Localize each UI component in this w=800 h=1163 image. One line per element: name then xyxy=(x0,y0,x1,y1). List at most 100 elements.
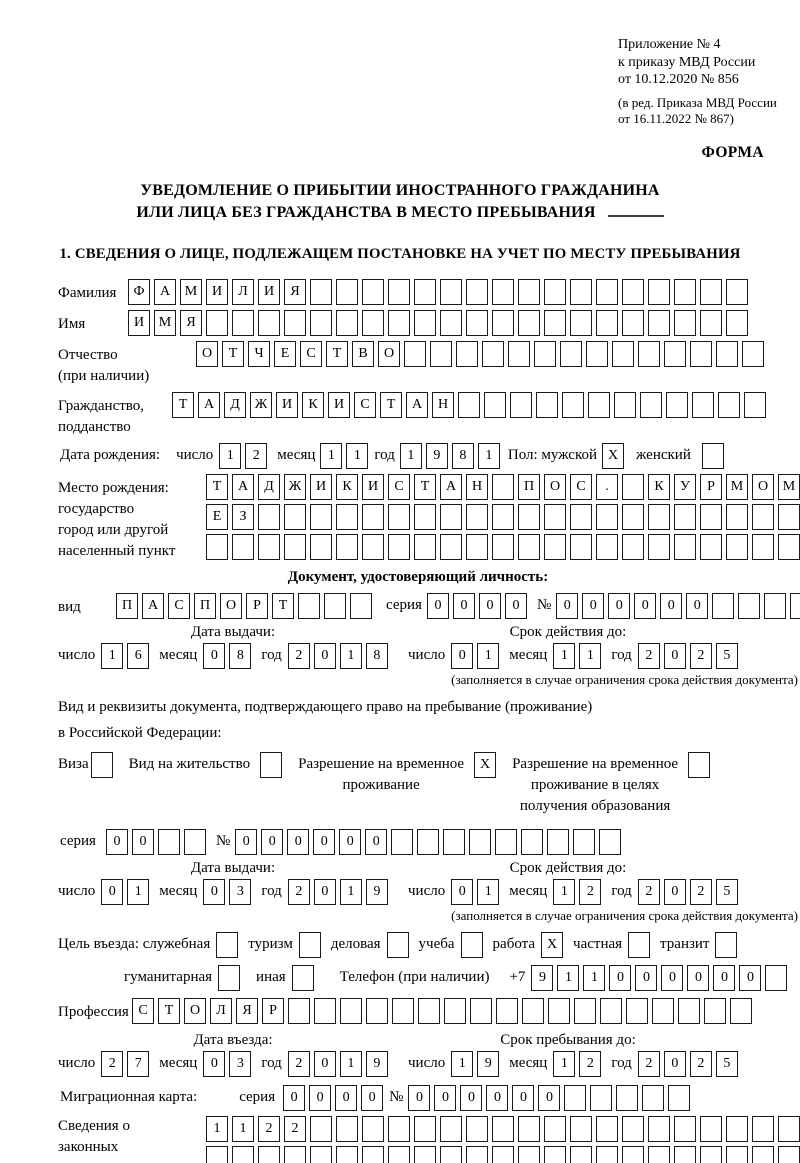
checkbox-cell[interactable]: X xyxy=(474,751,497,778)
char-cell[interactable]: У xyxy=(674,473,696,500)
char-cell[interactable]: 0 xyxy=(460,1084,483,1111)
char-cell[interactable] xyxy=(778,503,800,530)
char-cell[interactable]: 6 xyxy=(127,642,150,669)
char-cell[interactable] xyxy=(544,278,566,305)
char-cell[interactable]: 1 xyxy=(553,642,576,669)
char-cell[interactable]: 9 xyxy=(531,964,554,991)
char-cell[interactable] xyxy=(362,278,384,305)
char-cell[interactable] xyxy=(544,503,566,530)
char-cell[interactable]: 2 xyxy=(689,878,712,905)
char-cell[interactable] xyxy=(470,997,492,1024)
char-cell[interactable]: Ч xyxy=(248,340,270,367)
char-cell[interactable] xyxy=(752,1115,774,1142)
char-cell[interactable]: А xyxy=(198,391,220,418)
char-cell[interactable]: 8 xyxy=(229,642,252,669)
char-cell[interactable]: 1 xyxy=(101,642,124,669)
char-cell[interactable] xyxy=(440,503,462,530)
char-cell[interactable] xyxy=(492,533,514,560)
char-cell[interactable]: П xyxy=(194,592,216,619)
char-cell[interactable]: Ж xyxy=(250,391,272,418)
char-cell[interactable]: . xyxy=(596,473,618,500)
char-cell[interactable]: О xyxy=(196,340,218,367)
char-cell[interactable] xyxy=(492,1145,514,1163)
char-cell[interactable]: 5 xyxy=(715,878,738,905)
char-cell[interactable]: 0 xyxy=(608,592,631,619)
char-cell[interactable]: Т xyxy=(172,391,194,418)
char-cell[interactable]: 8 xyxy=(451,442,474,469)
char-cell[interactable] xyxy=(232,309,254,336)
char-cell[interactable]: 0 xyxy=(287,828,310,855)
char-cell[interactable] xyxy=(440,278,462,305)
char-cell[interactable] xyxy=(726,309,748,336)
char-cell[interactable]: 1 xyxy=(339,642,362,669)
char-cell[interactable]: И xyxy=(276,391,298,418)
char-cell[interactable]: 1 xyxy=(477,878,500,905)
char-cell[interactable]: Ф xyxy=(128,278,150,305)
char-cell[interactable] xyxy=(362,503,384,530)
char-cell[interactable] xyxy=(336,1145,358,1163)
char-cell[interactable] xyxy=(414,533,436,560)
char-cell[interactable]: 9 xyxy=(365,1050,388,1077)
char-cell[interactable] xyxy=(612,340,634,367)
char-cell[interactable]: 0 xyxy=(452,592,475,619)
char-cell[interactable]: 0 xyxy=(512,1084,535,1111)
char-cell[interactable]: 0 xyxy=(486,1084,509,1111)
char-cell[interactable]: З xyxy=(232,503,254,530)
char-cell[interactable] xyxy=(440,1115,462,1142)
char-cell[interactable] xyxy=(692,391,714,418)
char-cell[interactable] xyxy=(232,533,254,560)
char-cell[interactable] xyxy=(778,533,800,560)
checkbox-cell[interactable]: X xyxy=(541,931,564,958)
char-cell[interactable] xyxy=(310,533,332,560)
char-cell[interactable] xyxy=(674,503,696,530)
char-cell[interactable]: М xyxy=(778,473,800,500)
char-cell[interactable] xyxy=(573,828,596,855)
char-cell[interactable] xyxy=(599,828,622,855)
char-cell[interactable] xyxy=(726,533,748,560)
char-cell[interactable] xyxy=(206,1145,228,1163)
char-cell[interactable] xyxy=(183,828,206,855)
char-cell[interactable]: 1 xyxy=(583,964,606,991)
char-cell[interactable]: 2 xyxy=(258,1115,280,1142)
char-cell[interactable]: Е xyxy=(206,503,228,530)
char-cell[interactable]: 0 xyxy=(686,592,709,619)
char-cell[interactable]: О xyxy=(544,473,566,500)
checkbox-cell[interactable] xyxy=(260,751,283,778)
char-cell[interactable] xyxy=(648,1115,670,1142)
char-cell[interactable]: П xyxy=(116,592,138,619)
char-cell[interactable]: А xyxy=(232,473,254,500)
char-cell[interactable]: 2 xyxy=(579,878,602,905)
char-cell[interactable]: 0 xyxy=(313,828,336,855)
char-cell[interactable]: 0 xyxy=(426,592,449,619)
char-cell[interactable]: 1 xyxy=(320,442,343,469)
char-cell[interactable] xyxy=(496,997,518,1024)
char-cell[interactable]: 2 xyxy=(245,442,268,469)
char-cell[interactable]: 2 xyxy=(689,642,712,669)
char-cell[interactable]: И xyxy=(362,473,384,500)
char-cell[interactable]: 9 xyxy=(425,442,448,469)
char-cell[interactable]: 0 xyxy=(451,878,474,905)
char-cell[interactable] xyxy=(418,997,440,1024)
char-cell[interactable]: 0 xyxy=(335,1084,358,1111)
char-cell[interactable] xyxy=(744,391,766,418)
char-cell[interactable] xyxy=(388,1145,410,1163)
char-cell[interactable] xyxy=(508,340,530,367)
char-cell[interactable]: 0 xyxy=(713,964,736,991)
char-cell[interactable]: 2 xyxy=(637,642,660,669)
char-cell[interactable] xyxy=(588,391,610,418)
char-cell[interactable]: 0 xyxy=(635,964,658,991)
char-cell[interactable] xyxy=(536,391,558,418)
char-cell[interactable] xyxy=(718,391,740,418)
char-cell[interactable] xyxy=(492,309,514,336)
char-cell[interactable] xyxy=(466,533,488,560)
char-cell[interactable] xyxy=(700,533,722,560)
char-cell[interactable]: М xyxy=(726,473,748,500)
char-cell[interactable]: Л xyxy=(210,997,232,1024)
char-cell[interactable] xyxy=(310,278,332,305)
char-cell[interactable]: 0 xyxy=(313,878,336,905)
char-cell[interactable]: Т xyxy=(380,391,402,418)
char-cell[interactable] xyxy=(778,1115,800,1142)
char-cell[interactable]: К xyxy=(648,473,670,500)
char-cell[interactable]: А xyxy=(142,592,164,619)
char-cell[interactable] xyxy=(544,1145,566,1163)
